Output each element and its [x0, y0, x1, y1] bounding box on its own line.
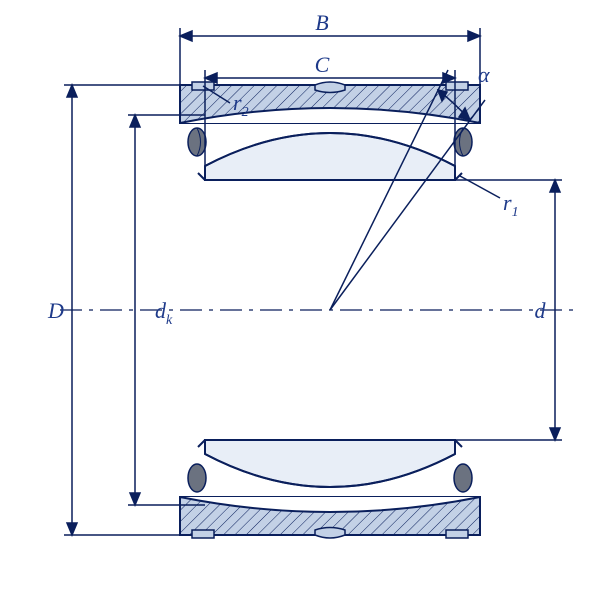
label-dk: dk — [155, 298, 173, 328]
seal-top-left — [188, 128, 206, 156]
label-C: C — [315, 52, 330, 77]
inner-ring-bottom — [205, 440, 455, 487]
seal-top-right — [454, 128, 472, 156]
seal-bottom-right — [454, 464, 472, 492]
label-r1: r1 — [503, 190, 519, 220]
seal-bottom-left — [188, 464, 206, 492]
label-D: D — [47, 298, 64, 323]
label-d: d — [535, 298, 547, 323]
label-B: B — [315, 10, 328, 35]
bearing-cross-section-diagram: B C D dk d α r1 r2 — [0, 0, 600, 600]
label-alpha: α — [478, 62, 490, 87]
